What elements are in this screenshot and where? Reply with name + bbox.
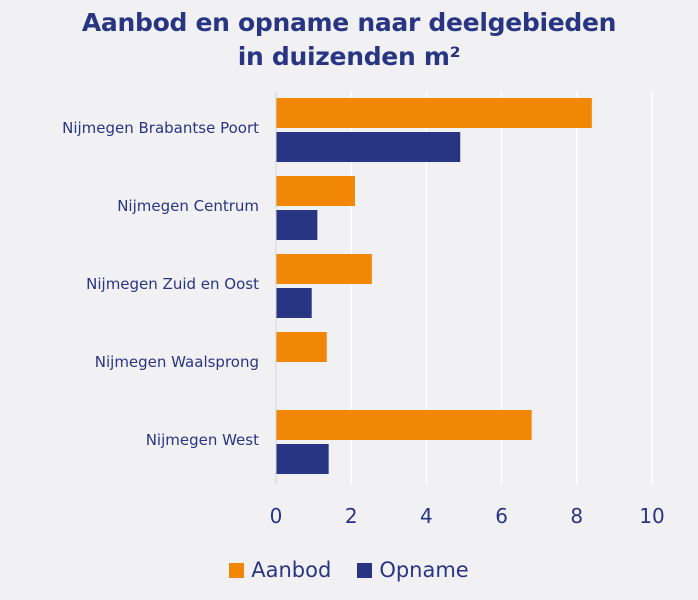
x-tick-label: 6 <box>495 504 508 528</box>
bar-aanbod-1 <box>276 176 355 206</box>
chart-title-line-2: in duizenden m² <box>237 42 461 71</box>
bar-opname-1 <box>276 210 318 240</box>
chart-legend: Aanbod Opname <box>0 558 698 582</box>
bar-aanbod-4 <box>276 410 532 440</box>
legend-swatch-aanbod <box>229 562 245 578</box>
legend-item-opname: Opname <box>357 558 469 582</box>
category-label: Nijmegen Centrum <box>117 197 259 215</box>
bar-aanbod-2 <box>276 254 372 284</box>
x-tick-label: 8 <box>570 504 583 528</box>
x-tick-label: 10 <box>639 504 664 528</box>
legend-label-aanbod: Aanbod <box>251 558 332 582</box>
x-tick-label: 0 <box>270 504 283 528</box>
category-label: Nijmegen Waalsprong <box>95 353 259 371</box>
category-label: Nijmegen Zuid en Oost <box>86 275 259 293</box>
chart-title-line-1: Aanbod en opname naar deelgebieden <box>81 8 617 37</box>
bar-opname-0 <box>276 132 461 162</box>
x-tick-label: 2 <box>345 504 358 528</box>
x-tick-label: 4 <box>420 504 433 528</box>
bar-aanbod-0 <box>276 98 592 128</box>
bar-opname-4 <box>276 444 329 474</box>
bar-aanbod-3 <box>276 332 327 362</box>
legend-label-opname: Opname <box>379 558 469 582</box>
bar-opname-2 <box>276 288 312 318</box>
legend-item-aanbod: Aanbod <box>229 558 331 582</box>
category-label: Nijmegen Brabantse Poort <box>62 119 259 137</box>
chart-title: Aanbod en opname naar deelgebieden in du… <box>0 6 698 74</box>
category-label: Nijmegen West <box>146 431 259 449</box>
legend-swatch-opname <box>357 562 373 578</box>
